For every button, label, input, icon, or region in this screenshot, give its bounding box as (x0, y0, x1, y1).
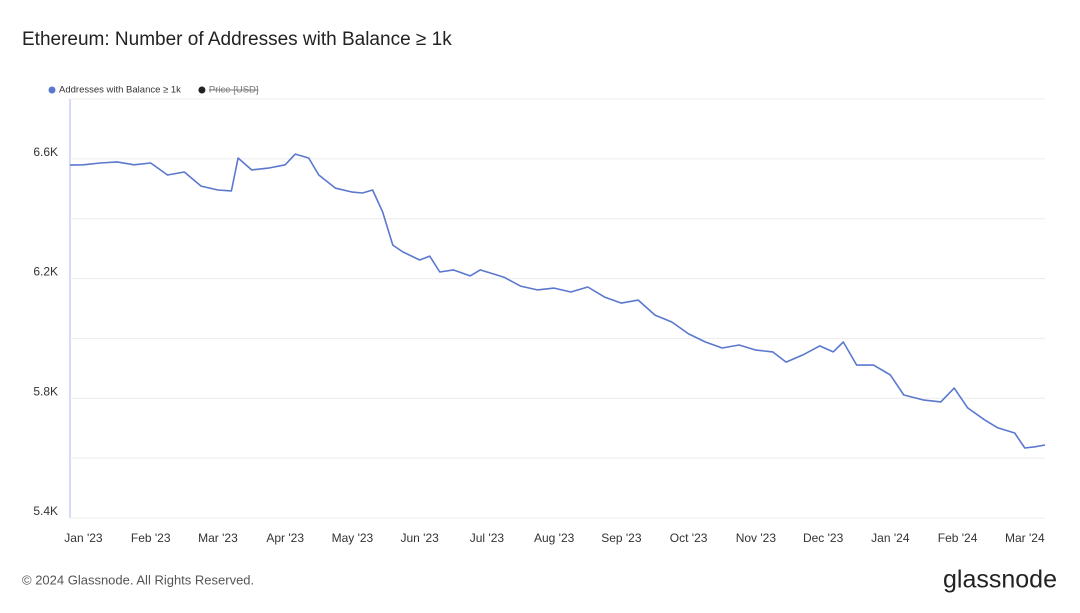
x-tick-label: Feb '23 (131, 531, 171, 545)
x-tick-label: Apr '23 (266, 531, 304, 545)
y-tick-label: 6.2K (33, 265, 58, 279)
x-tick-label: Feb '24 (938, 531, 978, 545)
x-tick-label: Aug '23 (534, 531, 575, 545)
x-tick-label: Nov '23 (736, 531, 777, 545)
y-tick-label: 5.8K (33, 384, 58, 398)
y-tick-label: 5.4K (33, 504, 58, 518)
x-tick-label: Jan '24 (871, 531, 910, 545)
y-tick-label: 6.6K (33, 145, 58, 159)
legend-label[interactable]: Addresses with Balance ≥ 1k (59, 85, 181, 96)
legend-marker (48, 86, 56, 94)
logo[interactable]: glassnode (943, 566, 1057, 594)
data-line (69, 153, 1046, 449)
legend-marker (198, 86, 206, 94)
x-tick-label: Dec '23 (803, 531, 844, 545)
copyright: © 2024 Glassnode. All Rights Reserved. (22, 572, 254, 587)
x-tick-label: Mar '24 (1005, 531, 1045, 545)
x-tick-label: Jul '23 (470, 531, 505, 545)
x-tick-label: Oct '23 (670, 531, 708, 545)
x-tick-label: Jan '23 (64, 531, 103, 545)
chart-title: Ethereum: Number of Addresses with Balan… (22, 29, 452, 50)
x-tick-label: Jun '23 (400, 531, 439, 545)
x-tick-label: Sep '23 (601, 531, 642, 545)
x-tick-label: May '23 (332, 531, 374, 545)
x-tick-label: Mar '23 (198, 531, 238, 545)
